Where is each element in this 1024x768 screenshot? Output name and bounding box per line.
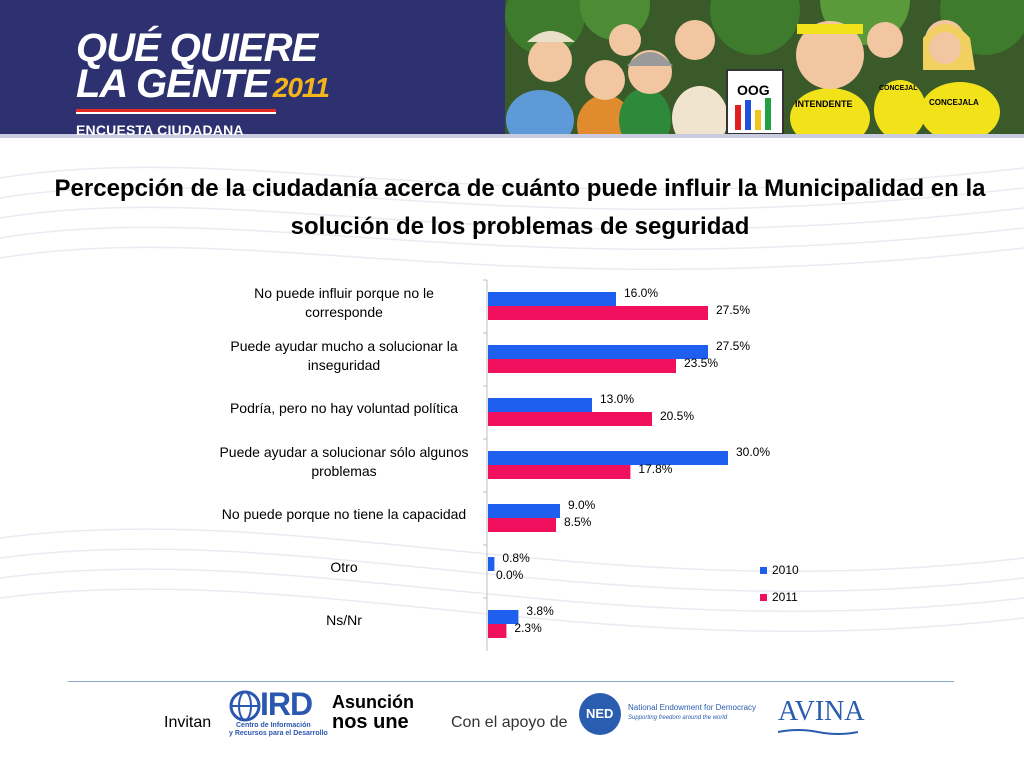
footer-sponsors: Invitan IRD Centro de Información y Recu… [0, 686, 1024, 768]
bar-2011 [488, 624, 507, 638]
logo-line2: LA GENTE 2011 [76, 64, 330, 106]
logo-subtitle: ENCUESTA CIUDADANA [76, 122, 244, 138]
legend-swatch-2010 [760, 566, 767, 574]
data-label-2010: 9.0% [568, 498, 596, 512]
data-label-2011: 27.5% [716, 303, 750, 317]
header-divider [0, 134, 1024, 138]
avina-logo-text: AVINA [778, 696, 865, 727]
bar-2011 [488, 518, 556, 532]
asuncion-logo-line1: Asunción [332, 692, 415, 712]
data-label-2011: 20.5% [660, 409, 694, 423]
bar-2011 [488, 306, 708, 320]
data-label-2011: 2.3% [514, 621, 542, 635]
sign-text-intendente: INTENDENTE [795, 99, 853, 109]
category-label: No puede porque no tiene la capacidad [221, 506, 467, 522]
invitan-label: Invitan [164, 714, 212, 731]
apoyo-label: Con el apoyo de [451, 714, 568, 731]
sign-text-concejal: CONCEJAL [879, 85, 918, 92]
legend-swatch-2011 [760, 593, 767, 601]
category-label: Puede ayudar mucho a solucionar la inseg… [230, 337, 458, 373]
bar-2011 [488, 359, 676, 373]
bar-2011 [488, 412, 652, 426]
legend-item-2010: 2010 [760, 563, 799, 577]
bar-2010 [488, 610, 519, 624]
cartoon-crowd-illustration: OOG INTENDENTE CONCEJAL CONCEJALA [505, 0, 1024, 134]
legend-item-2011: 2011 [760, 590, 798, 604]
bar-2010 [488, 292, 616, 306]
asuncion-logo-line2: nos une [332, 711, 409, 733]
bar-2010 [488, 398, 592, 412]
ird-logo-text: IRD [260, 686, 313, 722]
category-label: Puede ayudar a solucionar sólo algunos p… [219, 443, 469, 479]
chart-title: Percepción de la ciudadanía acerca de cu… [54, 175, 986, 240]
data-label-2011: 0.0% [496, 568, 524, 582]
data-label-2010: 0.8% [502, 551, 530, 565]
category-label: No puede influir porque no le correspond… [254, 284, 434, 320]
data-label-2011: 8.5% [564, 515, 592, 529]
sign-text-concejala: CONCEJALA [929, 98, 979, 107]
logo-line1: QUÉ QUIERE [76, 26, 318, 70]
category-label: Podría, pero no hay voluntad política [229, 400, 459, 416]
bar-2010 [488, 451, 728, 465]
sign-text-oog: OOG [737, 82, 770, 98]
category-label: Ns/Nr [326, 612, 362, 628]
ned-tagline: Supporting freedom around the world [628, 715, 728, 721]
data-label-2010: 16.0% [624, 286, 658, 300]
ned-circle-icon [579, 693, 621, 735]
footer-divider [68, 681, 954, 682]
ird-subtitle-2: y Recursos para el Desarrollo [229, 730, 328, 737]
logo-line2-text: LA GENTE [76, 62, 270, 106]
ird-globe-icon [229, 690, 261, 722]
ned-name: National Endowment for Democracy [628, 703, 757, 712]
background-waves [0, 166, 1024, 633]
bar-2010 [488, 345, 708, 359]
data-label-2010: 13.0% [600, 392, 634, 406]
bar-chart-plot: 16.0% 27.5% 27.5% 23.5% 13.0% 20.5% 30.0% 17.8%… [483, 279, 770, 651]
bar-2010 [488, 557, 495, 571]
bar-2010 [488, 504, 560, 518]
category-label: Otro [330, 559, 358, 575]
ird-subtitle-1: Centro de Información [236, 722, 311, 729]
logo-flag-stripe-icon [76, 109, 276, 114]
data-label-2010: 30.0% [736, 445, 770, 459]
logo-year: 2011 [272, 72, 330, 103]
avina-wave-icon [778, 729, 858, 735]
ned-badge: NED [586, 706, 614, 721]
survey-logo: QUÉ QUIERE LA GENTE 2011 ENCUESTA CIUDADA… [76, 26, 330, 138]
legend-label-2011: 2011 [772, 590, 798, 604]
bar-2011 [488, 465, 631, 479]
data-label-2011: 17.8% [638, 462, 672, 476]
legend-label-2010: 2010 [772, 563, 799, 577]
bar-chart: No puede influir porque no le correspond… [0, 270, 1024, 670]
data-label-2011: 23.5% [684, 356, 718, 370]
data-label-2010: 3.8% [526, 604, 554, 618]
data-label-2010: 27.5% [716, 339, 750, 353]
